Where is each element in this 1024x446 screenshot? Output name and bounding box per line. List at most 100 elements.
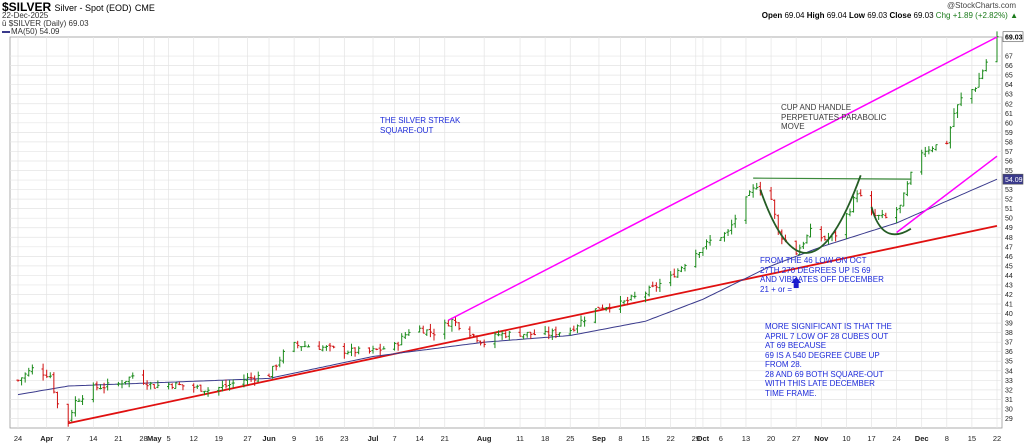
annotation-line: PERPETUATES PARABOLIC	[781, 112, 887, 122]
ohlc-bar	[131, 372, 135, 379]
ohlc-bar	[432, 328, 436, 341]
ohlc-bar	[271, 365, 275, 379]
date-tick-label: Oct	[697, 434, 710, 443]
ohlc-bar	[123, 380, 128, 385]
date-tick-label: 12	[190, 434, 198, 443]
ohlc-bar	[801, 241, 805, 250]
ohlc-bar	[19, 377, 24, 386]
ohlc-bar	[597, 306, 601, 309]
trendlines-overlay	[447, 36, 998, 321]
ohlc-bar	[407, 329, 411, 336]
ohlc-bar	[457, 322, 461, 331]
legend-ma-swatch	[2, 30, 10, 33]
ohlc-bar	[909, 171, 913, 185]
exchange-label: CME	[134, 3, 155, 13]
ohlc-bar	[195, 384, 199, 389]
chart-date: 22-Dec-2025	[2, 11, 49, 20]
ohlc-bar	[149, 381, 153, 390]
price-axis-ticks: 29 30 31 32 33 34 35 36 37 38 39 40 41 42 43 44 45 46 47 48…	[1005, 54, 1013, 423]
ohlc-bar	[274, 364, 278, 371]
ohlc-bar	[324, 345, 329, 351]
date-tick-label: 27	[243, 434, 251, 443]
ohlc-bar	[55, 391, 60, 409]
price-tick-label: 38	[1005, 330, 1013, 337]
ohlc-bar	[618, 295, 623, 313]
ohlc-bar	[930, 146, 935, 153]
price-tick-label: 55	[1005, 168, 1013, 175]
legend-ma-label: MA(50) 54.09	[11, 27, 60, 36]
ohlc-bar	[973, 87, 978, 92]
ohlc-bar	[349, 343, 354, 357]
ohlc-bar	[855, 190, 859, 203]
ohlc-bar	[948, 126, 952, 149]
price-tick-label: 42	[1005, 292, 1013, 299]
ohlc-bar	[48, 372, 52, 379]
ohlc-bar	[704, 239, 709, 250]
up-arrow-icon	[791, 277, 802, 289]
ohlc-bar	[468, 326, 472, 339]
ohlc-bar	[923, 146, 927, 157]
ohlc-bar	[633, 291, 637, 299]
price-tick-label: 57	[1005, 149, 1013, 156]
ohlc-bar	[600, 304, 605, 309]
price-tick-label: 60	[1005, 120, 1013, 127]
date-tick-label: Jul	[368, 434, 379, 443]
legend-price: ȗ $SILVER (Daily) 69.03	[2, 19, 89, 28]
price-tick-label: 61	[1005, 111, 1013, 118]
date-tick-label: Apr	[40, 434, 53, 443]
date-tick-label: 22	[666, 434, 674, 443]
ohlc-bar	[52, 372, 56, 394]
price-tick-label: 41	[1005, 302, 1013, 309]
ohlc-bar	[27, 367, 31, 377]
ohlc-bar	[156, 380, 160, 389]
price-tick-label: 40	[1005, 311, 1013, 318]
date-tick-label: Dec	[915, 434, 929, 443]
date-tick-label: 25	[566, 434, 574, 443]
ohlc-bar	[583, 316, 587, 327]
date-tick-label: 23	[340, 434, 348, 443]
ohlc-bar	[98, 384, 103, 390]
ohlc-bar	[651, 281, 655, 288]
date-tick-label: 16	[315, 434, 323, 443]
ohlc-bar	[446, 319, 450, 327]
ohlc-bar	[575, 324, 580, 334]
ohlc-bar	[403, 332, 407, 340]
ohlc-bar	[106, 378, 110, 391]
ohlc-bar	[751, 184, 755, 198]
ohlc-bar	[342, 343, 346, 359]
ohlc-summary: Open 69.04 High 69.04 Low 69.03 Close 69…	[762, 11, 1018, 20]
date-tick-label: 9	[292, 434, 296, 443]
trendline-red-support	[68, 224, 998, 425]
ohlc-bar	[547, 326, 551, 340]
symbol: $SILVER	[2, 0, 52, 14]
ohlc-bar	[217, 386, 221, 396]
ohlc-bar	[281, 349, 285, 364]
ohlc-bar	[905, 181, 909, 197]
ohlc-bar	[805, 234, 809, 244]
date-tick-label: 8	[618, 434, 622, 443]
price-tick-label: 32	[1005, 387, 1013, 394]
date-tick-label: 24	[892, 434, 900, 443]
ohlc-bar	[306, 344, 311, 348]
symbol-description: Silver - Spot (EOD)	[54, 3, 132, 13]
ohlc-bar	[934, 144, 938, 151]
ohlc-bar	[532, 329, 536, 336]
date-tick-label: 8	[945, 434, 949, 443]
price-tick-label: 47	[1005, 244, 1013, 251]
ohlc-bar	[848, 208, 852, 217]
ohlc-bar	[421, 325, 425, 334]
annotation-line: 27TH 270 DEGREES UP IS 69	[760, 265, 871, 275]
price-tick-label: 56	[1005, 158, 1013, 165]
price-tick-label: 67	[1005, 54, 1013, 61]
ohlc-bar	[927, 146, 931, 155]
ohlc-bar	[120, 379, 124, 389]
ohlc-bar	[507, 331, 511, 341]
ohlc-bar	[299, 346, 303, 352]
ohlc-bar	[253, 375, 257, 386]
ohlc-bar	[267, 373, 271, 378]
price-tick-label: 50	[1005, 216, 1013, 223]
ohlc-bar	[400, 333, 404, 346]
annotation-line: WITH THIS LATE DECEMBER	[765, 379, 875, 388]
ohlc-bar	[367, 347, 372, 354]
annotation-line: AT 69 BECAUSE	[765, 341, 827, 350]
